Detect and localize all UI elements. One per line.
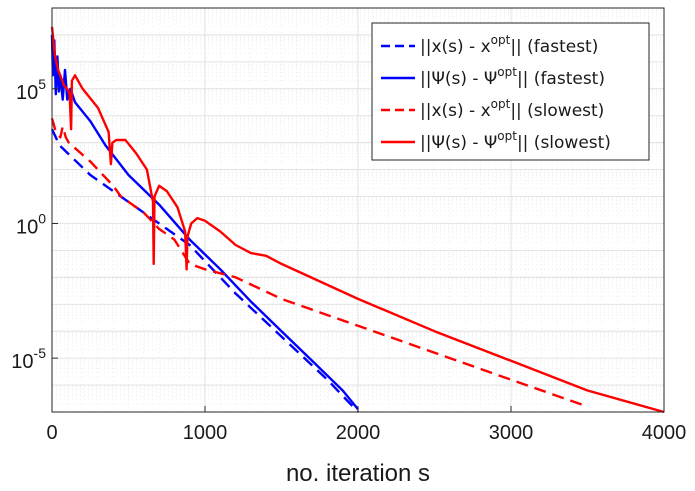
y-tick-exponent: -5 bbox=[34, 345, 47, 361]
x-tick-label: 3000 bbox=[489, 422, 534, 444]
legend-label-part: ||x(s) - x bbox=[420, 37, 491, 57]
y-tick-label: 105 bbox=[16, 76, 46, 104]
series-layer bbox=[50, 26, 665, 414]
x-tick-label: 4000 bbox=[642, 422, 687, 444]
legend-label-x-slowest: ||x(s) - xopt|| (slowest) bbox=[420, 97, 604, 121]
x-axis-ticks: 0 1000 2000 3000 4000 bbox=[46, 406, 686, 444]
y-tick-base: 10 bbox=[16, 216, 38, 238]
y-tick-exponent: 5 bbox=[38, 76, 46, 92]
legend-box bbox=[371, 22, 650, 161]
legend-label-psi-slowest: ||Ψ(s) - Ψopt|| (slowest) bbox=[420, 129, 611, 153]
y-tick-label: 10-5 bbox=[11, 345, 46, 373]
legend-label-superscript: opt bbox=[497, 129, 517, 143]
legend-label-superscript: opt bbox=[497, 65, 517, 79]
legend-label-part: || (slowest) bbox=[510, 101, 604, 121]
legend-label-part: || (fastest) bbox=[510, 37, 598, 57]
x-axis-label: no. iteration s bbox=[286, 460, 430, 487]
legend-label-part: || (slowest) bbox=[517, 133, 611, 153]
y-tick-label: 100 bbox=[16, 210, 46, 238]
x-tick-label: 1000 bbox=[183, 422, 228, 444]
legend-label-part: ||Ψ(s) - Ψ bbox=[420, 69, 497, 89]
minor-grid bbox=[52, 8, 664, 412]
y-tick-base: 10 bbox=[11, 351, 33, 373]
y-tick-exponent: 0 bbox=[38, 210, 46, 226]
legend-label-superscript: opt bbox=[491, 33, 511, 47]
x-tick-label: 0 bbox=[46, 422, 57, 444]
legend-label-superscript: opt bbox=[491, 97, 511, 111]
legend-label-x-fastest: ||x(s) - xopt|| (fastest) bbox=[420, 33, 598, 57]
legend-label-part: ||x(s) - x bbox=[420, 101, 491, 121]
legend-label-part: || (fastest) bbox=[517, 69, 605, 89]
y-tick-base: 10 bbox=[16, 82, 38, 104]
series-line-psi-slowest bbox=[50, 26, 665, 414]
x-tick-label: 2000 bbox=[336, 422, 381, 444]
legend-label-psi-fastest: ||Ψ(s) - Ψopt|| (fastest) bbox=[420, 65, 605, 89]
series-line-x-slowest bbox=[50, 118, 588, 408]
series-line-x-fastest bbox=[50, 128, 359, 413]
legend: ||x(s) - xopt|| (fastest)||Ψ(s) - Ψopt||… bbox=[371, 22, 650, 161]
legend-label-part: ||Ψ(s) - Ψ bbox=[420, 133, 497, 153]
